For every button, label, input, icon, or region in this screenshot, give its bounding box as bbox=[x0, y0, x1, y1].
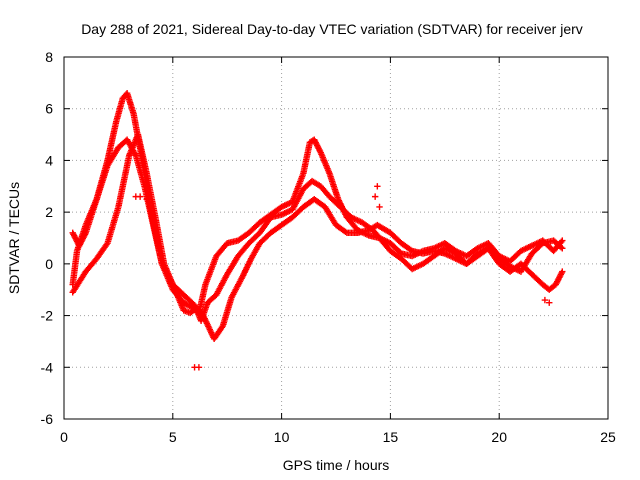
x-axis-label: GPS time / hours bbox=[283, 457, 390, 473]
x-tick-labels: 0 5 10 15 20 25 bbox=[60, 429, 616, 445]
data-point bbox=[557, 244, 565, 251]
y-tick-label: 0 bbox=[45, 256, 53, 272]
x-tick-label: 0 bbox=[60, 429, 68, 445]
chart-title: Day 288 of 2021, Sidereal Day-to-day VTE… bbox=[81, 21, 583, 37]
data-point bbox=[143, 196, 150, 203]
data-point bbox=[342, 228, 349, 236]
data-point bbox=[407, 246, 414, 254]
x-tick-label: 20 bbox=[491, 429, 507, 445]
data-point bbox=[546, 299, 553, 306]
data-point bbox=[559, 245, 566, 252]
y-tick-label: 6 bbox=[45, 101, 53, 117]
x-tick-label: 25 bbox=[600, 429, 616, 445]
x-tick-label: 5 bbox=[169, 429, 177, 445]
data-point bbox=[541, 296, 549, 304]
y-tick-labels: -6 -4 -2 0 2 4 6 8 bbox=[41, 49, 54, 427]
y-tick-label: 8 bbox=[45, 49, 53, 65]
y-tick-label: -6 bbox=[41, 411, 54, 427]
x-tick-label: 15 bbox=[383, 429, 399, 445]
series-outliers bbox=[132, 183, 553, 371]
data-point bbox=[195, 364, 203, 371]
data-point bbox=[559, 268, 566, 275]
data-point bbox=[376, 203, 383, 211]
series-track-lower bbox=[69, 131, 566, 343]
y-tick-label: -4 bbox=[41, 359, 54, 375]
data-series bbox=[69, 90, 566, 371]
data-point bbox=[371, 193, 379, 200]
axis-ticks bbox=[63, 56, 609, 420]
y-tick-label: 2 bbox=[45, 204, 53, 220]
data-point bbox=[374, 183, 381, 190]
grid bbox=[64, 57, 608, 419]
data-point bbox=[136, 193, 144, 200]
y-tick-label: -2 bbox=[41, 308, 54, 324]
plot-frame bbox=[63, 56, 609, 420]
data-point bbox=[559, 237, 566, 244]
y-axis-label: SDTVAR / TECUs bbox=[6, 182, 22, 294]
x-tick-label: 10 bbox=[274, 429, 290, 445]
y-tick-label: 4 bbox=[45, 152, 53, 168]
